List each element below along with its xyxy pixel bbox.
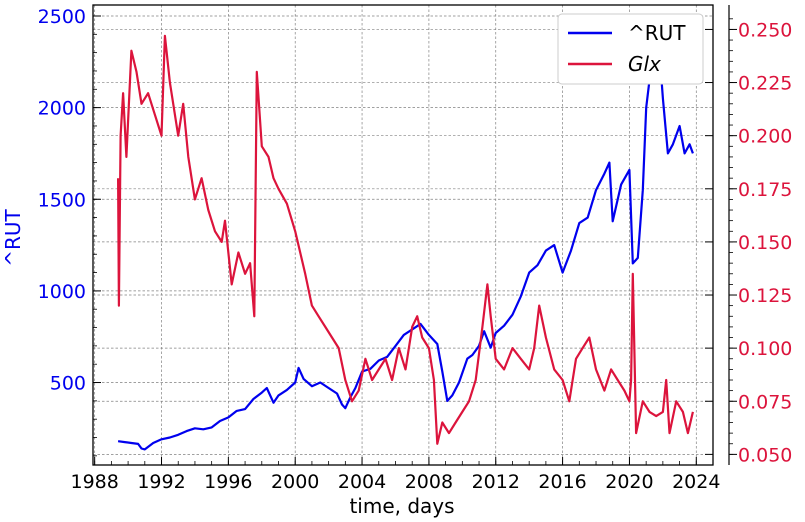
plot-frame: [92, 4, 714, 466]
y-right-tick-label: 0.250: [738, 19, 792, 41]
y-right-tick-label: 0.075: [738, 391, 792, 413]
legend-box: [557, 13, 704, 85]
y-right-tick-label: 0.150: [738, 232, 792, 254]
y-right-tick-label: 0.200: [738, 126, 792, 148]
x-tick-label: 2008: [405, 471, 453, 493]
legend-label-rut: ^RUT: [628, 21, 686, 45]
y-right-tick-label: 0.175: [738, 179, 792, 201]
y-right-tick-label: 0.100: [738, 338, 792, 360]
x-tick-label: 1996: [204, 471, 252, 493]
grid-lines: [93, 5, 713, 465]
x-tick-label: 2024: [672, 471, 720, 493]
legend-label-glx: Glx: [628, 52, 661, 76]
series-line-rut: [117, 51, 694, 451]
y-axis-label-left: ^RUT: [1, 208, 25, 266]
x-axis-label: time, days: [349, 494, 454, 518]
tick-layer: [93, 5, 737, 465]
series-line-glx: [117, 34, 694, 445]
y-right-tick-label: 0.125: [738, 285, 792, 307]
y-left-tick-label: 500: [50, 373, 86, 395]
legend: ^RUT Glx: [557, 13, 704, 85]
x-tick-label: 2004: [338, 471, 386, 493]
y-right-tick-label: 0.050: [738, 444, 792, 466]
x-tick-label: 2020: [605, 471, 653, 493]
y-left-tick-label: 1000: [38, 281, 86, 303]
series-layer: [117, 34, 694, 451]
y-left-tick-label: 2500: [38, 6, 86, 28]
x-tick-label: 2016: [538, 471, 586, 493]
x-tick-label: 1988: [70, 471, 118, 493]
y-left-tick-label: 2000: [38, 98, 86, 120]
x-tick-label: 2012: [472, 471, 520, 493]
x-tick-label: 2000: [271, 471, 319, 493]
tick-label-layer: 1988 1992 1996 2000 2004 2008 2012 2016 2020 2024…: [38, 6, 793, 493]
x-tick-label: 1992: [137, 471, 185, 493]
y-right-tick-label: 0.225: [738, 73, 792, 95]
y-left-tick-label: 1500: [38, 189, 86, 211]
